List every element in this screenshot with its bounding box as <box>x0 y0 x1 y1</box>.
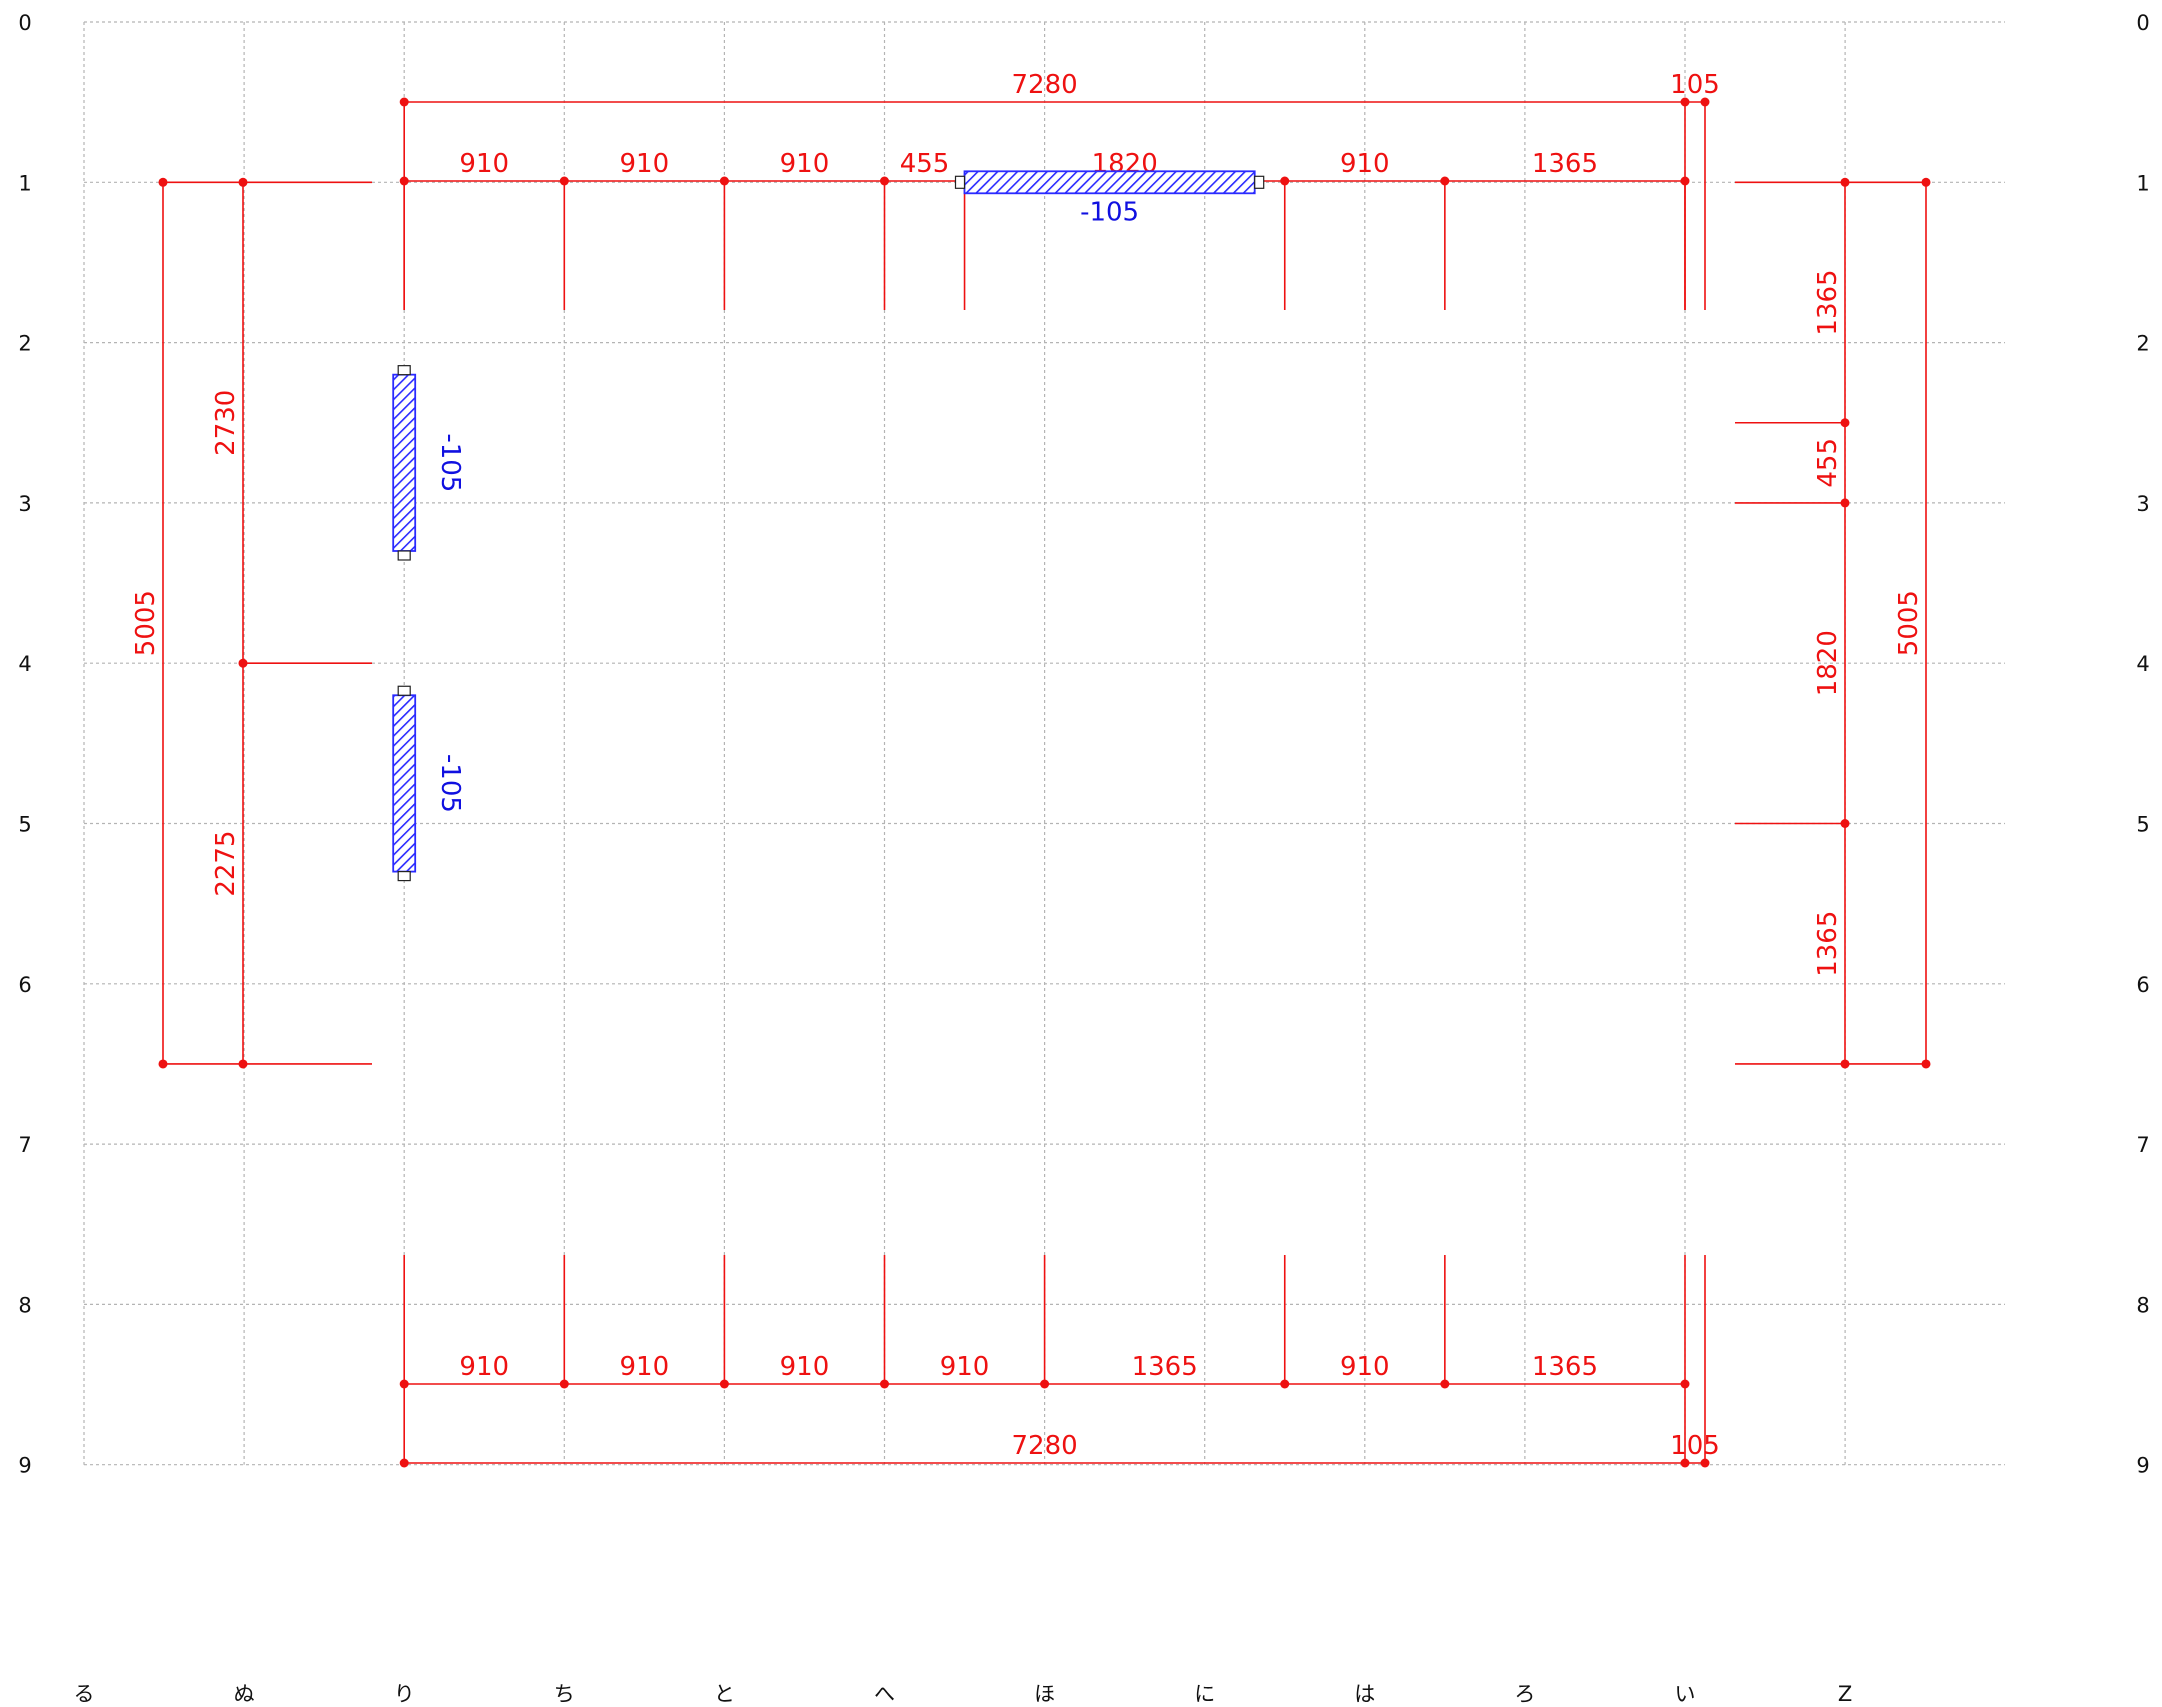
dimension-label: 7280 <box>1012 1431 1078 1461</box>
dimension-point <box>1921 177 1931 187</box>
dimension-label: 910 <box>620 149 670 179</box>
row-label-left: 8 <box>18 1293 31 1317</box>
column-label: へ <box>874 1682 895 1706</box>
wall-marker: -105 <box>954 170 1265 227</box>
dimension-label: 7280 <box>1012 70 1078 100</box>
wall-hatch <box>392 373 417 552</box>
dimension-label: 105 <box>1670 1431 1720 1461</box>
dimension-label: 1365 <box>1532 149 1598 179</box>
dimension-label: 455 <box>1813 438 1843 488</box>
dimension-point <box>158 1059 168 1069</box>
wall-end-cap <box>954 175 966 189</box>
dimension-label: 1365 <box>1532 1352 1598 1382</box>
dimension-label: 1365 <box>1813 269 1843 335</box>
row-label-left: 7 <box>18 1133 31 1157</box>
row-label-right: 9 <box>2136 1454 2149 1478</box>
dimension-label: 910 <box>940 1352 990 1382</box>
wall-end-cap <box>397 685 411 696</box>
dimension-label: 455 <box>900 149 950 179</box>
row-label-right: 8 <box>2136 1293 2149 1317</box>
wall-markers: -105 -105 -105 <box>392 170 1265 882</box>
wall-marker: -105 <box>392 685 465 882</box>
wall-hatch <box>963 170 1256 195</box>
column-label: い <box>1675 1682 1696 1706</box>
column-label: ほ <box>1034 1682 1055 1706</box>
row-label-left: 0 <box>18 11 31 35</box>
column-label: り <box>394 1682 415 1706</box>
column-label: ぬ <box>234 1682 255 1706</box>
row-label-left: 5 <box>18 813 31 837</box>
dimension-point <box>1840 177 1850 187</box>
wall-end-cap <box>397 550 411 561</box>
column-label: ろ <box>1514 1682 1535 1706</box>
dimension-label: 910 <box>780 1352 830 1382</box>
row-label-right: 0 <box>2136 11 2149 35</box>
row-label-right: 7 <box>2136 1133 2149 1157</box>
row-label-right: 3 <box>2136 492 2149 516</box>
row-labels-right: 0 1 2 3 4 5 6 7 8 9 <box>2136 11 2149 1478</box>
wall-label: -105 <box>435 433 465 492</box>
row-label-left: 4 <box>18 652 31 676</box>
dimension-label: 2275 <box>211 830 241 896</box>
dimension-point <box>1840 819 1850 828</box>
dimension-point <box>158 177 168 187</box>
column-label: と <box>714 1682 735 1706</box>
row-label-left: 2 <box>18 332 31 356</box>
wall-label: -105 <box>435 754 465 813</box>
column-label: る <box>74 1682 95 1706</box>
row-label-right: 2 <box>2136 332 2149 356</box>
wall-label: -105 <box>1080 197 1139 227</box>
dimension-point <box>1840 1059 1850 1069</box>
row-label-right: 6 <box>2136 973 2149 997</box>
column-label: ち <box>554 1682 575 1706</box>
dimension-label: 2730 <box>211 390 241 456</box>
dimension-label: 910 <box>620 1352 670 1382</box>
wall-hatch <box>392 694 417 873</box>
dimension-label: 1820 <box>1813 630 1843 696</box>
dimension-point <box>1921 1059 1931 1069</box>
row-label-left: 6 <box>18 973 31 997</box>
dimension-point <box>399 1458 409 1468</box>
dimension-label: 5005 <box>131 590 161 656</box>
wall-end-cap <box>397 870 411 882</box>
row-label-left: 9 <box>18 1454 31 1478</box>
dimension-point <box>238 658 248 668</box>
row-label-left: 3 <box>18 492 31 516</box>
column-label: Z <box>1838 1682 1852 1706</box>
dimension-point <box>1700 1458 1710 1468</box>
dimension-label: 910 <box>1340 149 1390 179</box>
dimension-label: 5005 <box>1894 590 1924 656</box>
dimension-point <box>1680 1458 1690 1468</box>
dimension-label: 1365 <box>1132 1352 1198 1382</box>
dimension-label: 910 <box>1340 1352 1390 1382</box>
dimension-label: 910 <box>780 149 830 179</box>
column-label: に <box>1194 1682 1215 1706</box>
dimension-point <box>238 1059 248 1069</box>
row-label-right: 4 <box>2136 652 2149 676</box>
wall-end-cap <box>397 365 411 376</box>
row-label-left: 1 <box>18 171 31 195</box>
dimension-lines: 7280 105 910 910 910 455 1820 910 1365 910 910 910 9… <box>131 70 1931 1468</box>
wall-marker: -105 <box>392 365 465 561</box>
column-label: は <box>1354 1682 1375 1706</box>
row-label-right: 1 <box>2136 171 2149 195</box>
dimension-label: 1365 <box>1813 911 1843 977</box>
dimension-label: 910 <box>459 1352 509 1382</box>
dimension-label: 105 <box>1670 70 1720 100</box>
wall-end-cap <box>1254 175 1265 189</box>
row-label-right: 5 <box>2136 813 2149 837</box>
grid-lines <box>83 21 2005 1466</box>
dimension-label: 910 <box>459 149 509 179</box>
row-labels-left: 0 1 2 3 4 5 6 7 8 9 <box>18 11 31 1478</box>
dimension-point <box>238 177 248 187</box>
dimension-point <box>1840 498 1850 508</box>
dimension-point <box>1840 418 1850 428</box>
